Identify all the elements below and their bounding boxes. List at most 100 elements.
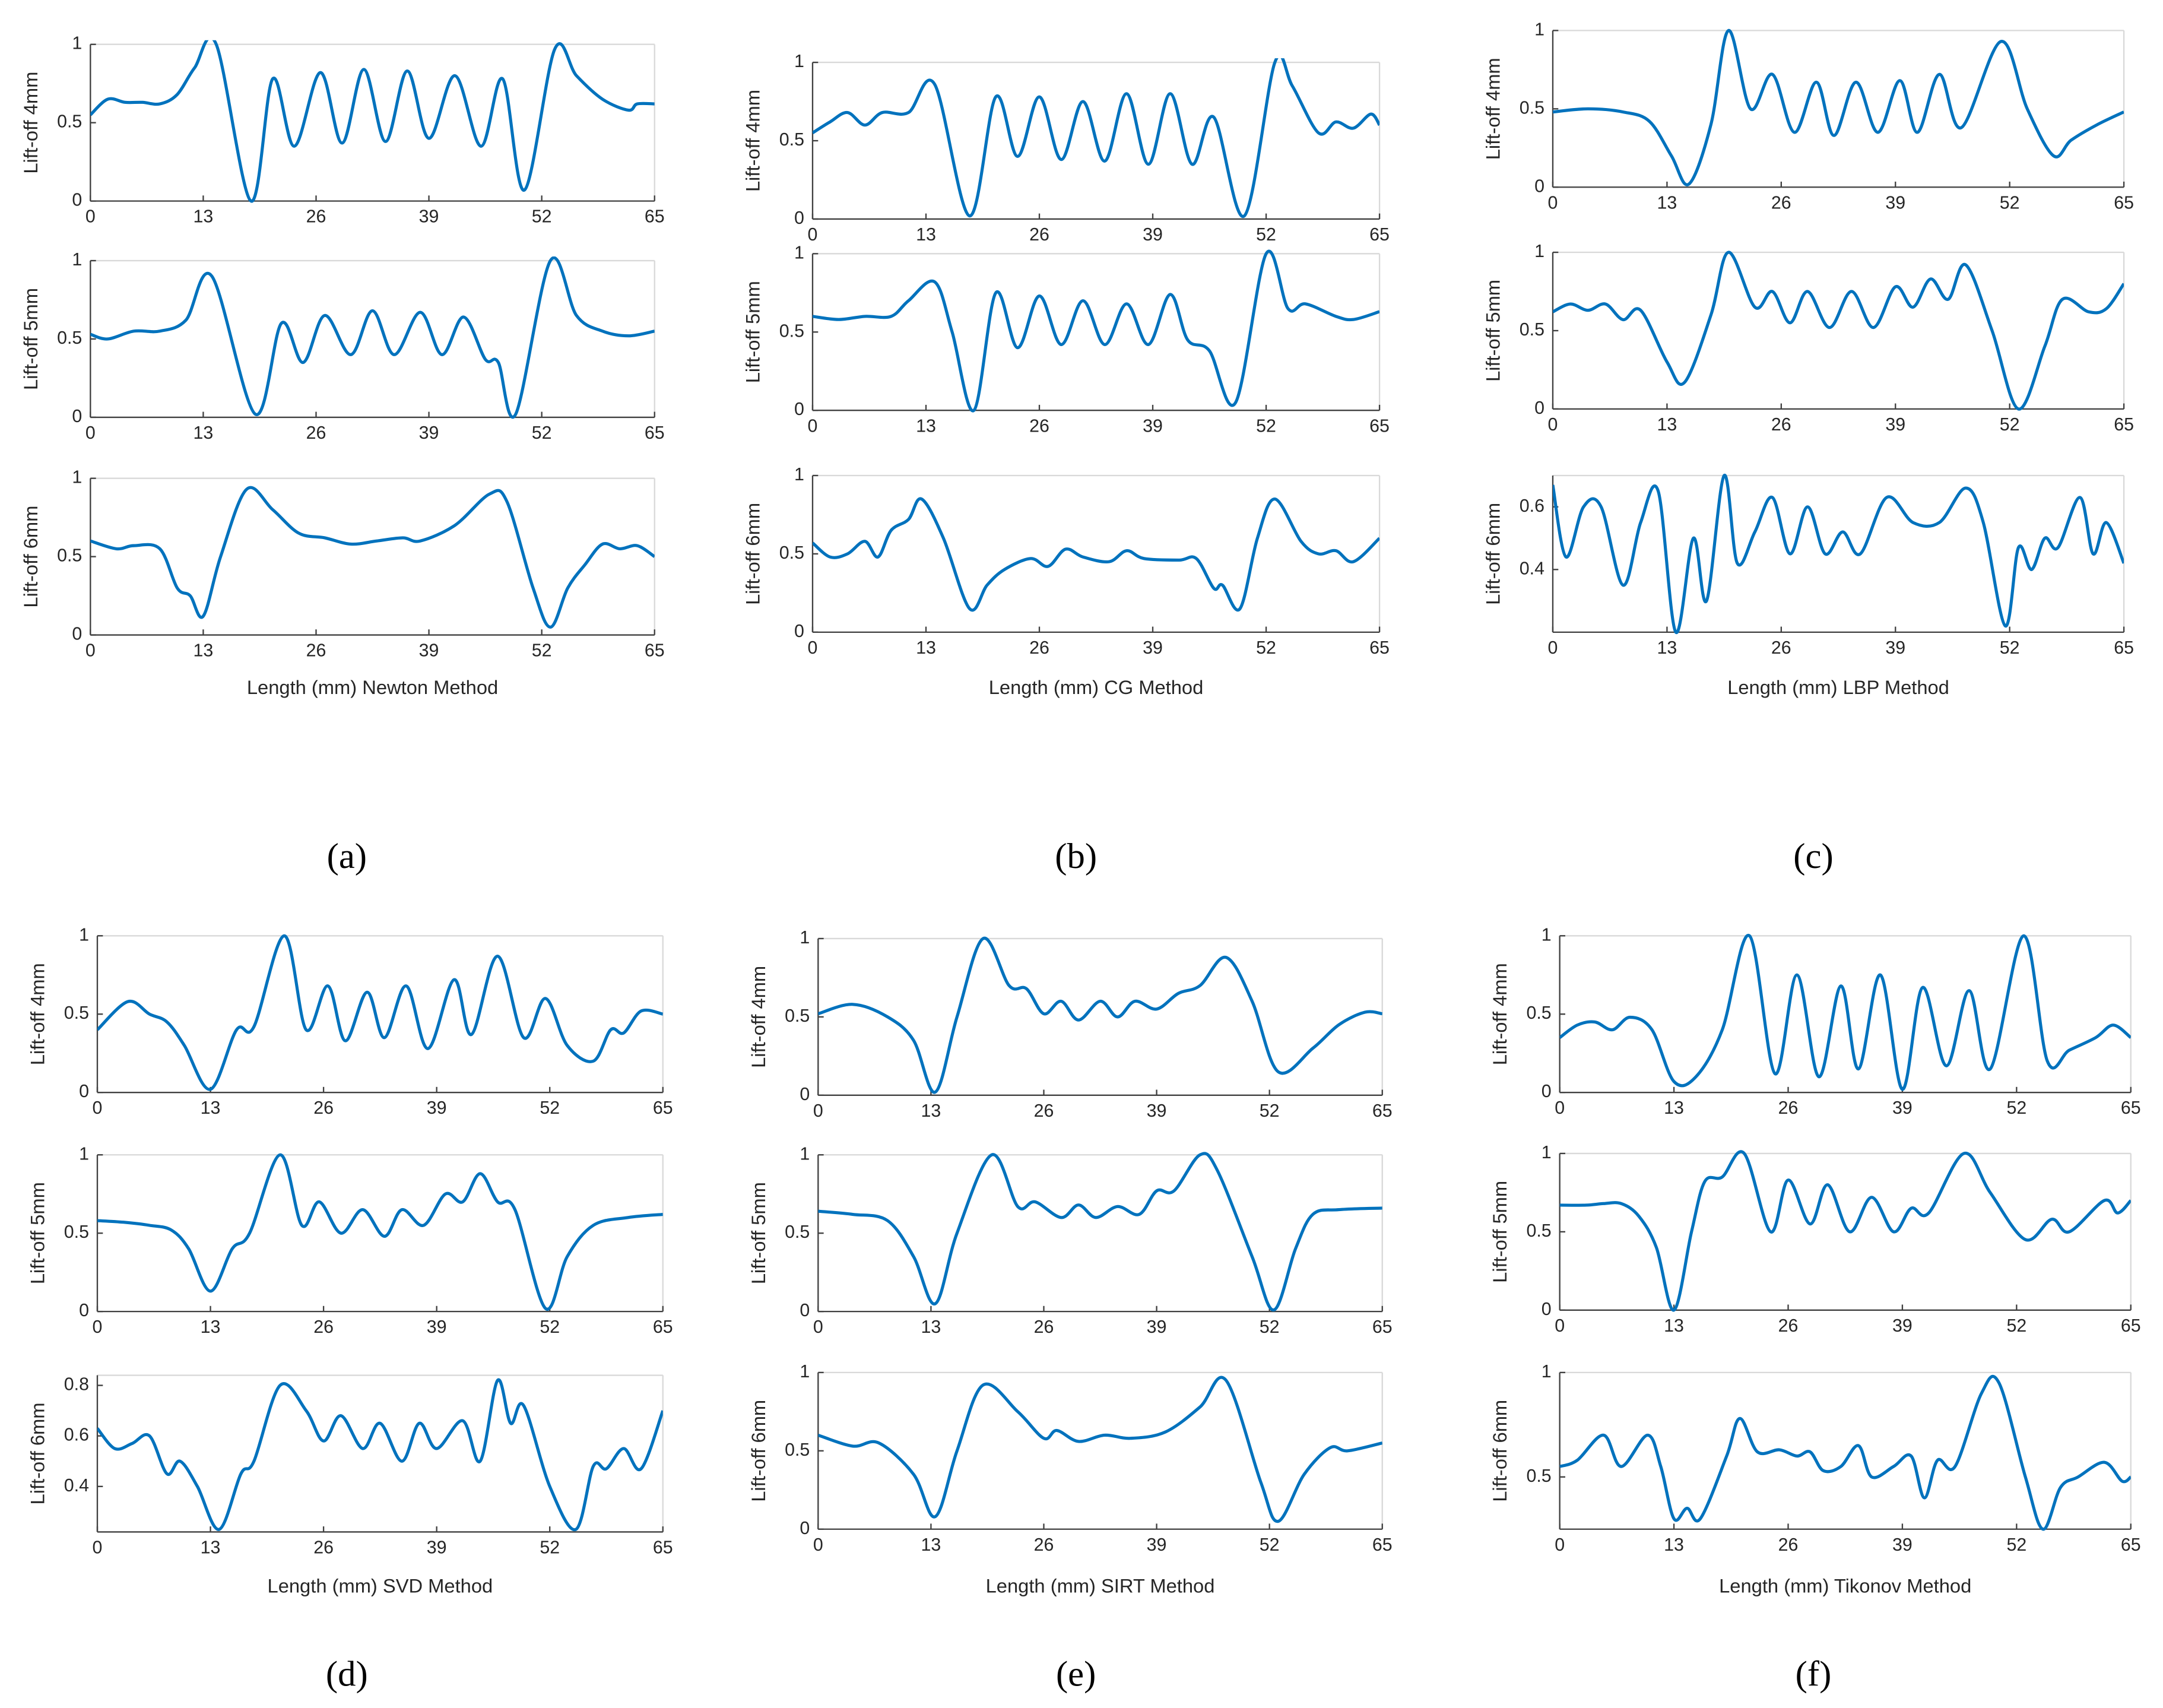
data-line bbox=[90, 256, 655, 419]
x-tick-label: 52 bbox=[532, 207, 552, 227]
x-tick-label: 0 bbox=[1555, 1535, 1565, 1555]
data-line bbox=[97, 934, 663, 1091]
x-tick-label: 65 bbox=[645, 207, 665, 227]
x-tick-label: 39 bbox=[419, 423, 439, 443]
x-tick-label: 65 bbox=[645, 641, 665, 661]
x-tick-label: 26 bbox=[313, 1317, 334, 1337]
x-tick-label: 39 bbox=[1147, 1535, 1167, 1555]
x-tick-label: 39 bbox=[419, 207, 439, 227]
x-tick-label: 39 bbox=[1885, 193, 1905, 213]
x-tick-label: 13 bbox=[1664, 1098, 1684, 1118]
y-tick-label: 0.5 bbox=[779, 321, 804, 341]
x-tick-label: 65 bbox=[653, 1538, 673, 1557]
x-tick-label: 13 bbox=[194, 641, 214, 661]
data-line bbox=[818, 936, 1382, 1094]
x-tick-label: 0 bbox=[813, 1101, 823, 1121]
y-tick-label: 0.5 bbox=[57, 112, 82, 132]
data-line bbox=[90, 486, 655, 629]
x-tick-label: 65 bbox=[1372, 1317, 1393, 1337]
y-tick-label: 1 bbox=[1542, 925, 1552, 945]
x-tick-label: 13 bbox=[921, 1535, 941, 1555]
data-line bbox=[812, 58, 1380, 218]
y-tick-label: 0 bbox=[72, 407, 82, 426]
y-axis-label: Lift-off 4mm bbox=[1482, 58, 1504, 160]
y-axis-label: Lift-off 5mm bbox=[1489, 1181, 1511, 1283]
x-tick-label: 13 bbox=[201, 1538, 221, 1557]
panel-label: (f) bbox=[1796, 1655, 1832, 1694]
x-tick-label: 39 bbox=[1892, 1098, 1913, 1118]
y-tick-label: 0.5 bbox=[1526, 1221, 1551, 1241]
y-tick-label: 0 bbox=[794, 208, 804, 228]
x-tick-label: 65 bbox=[2114, 415, 2134, 435]
x-tick-label: 39 bbox=[1885, 415, 1905, 435]
data-line bbox=[1552, 251, 2124, 411]
y-tick-label: 0.5 bbox=[1526, 1466, 1551, 1486]
y-axis-label: Lift-off 4mm bbox=[1489, 963, 1511, 1065]
y-axis-label: Lift-off 6mm bbox=[742, 503, 764, 605]
y-tick-label: 0.5 bbox=[785, 1222, 810, 1242]
x-tick-label: 13 bbox=[201, 1098, 221, 1118]
y-tick-label: 1 bbox=[794, 52, 804, 71]
x-tick-label: 65 bbox=[2121, 1316, 2141, 1336]
x-tick-label: 26 bbox=[1029, 416, 1049, 436]
x-tick-label: 26 bbox=[1771, 415, 1791, 435]
x-tick-label: 13 bbox=[916, 416, 936, 436]
x-tick-label: 39 bbox=[1143, 638, 1163, 658]
y-tick-label: 0.6 bbox=[64, 1425, 89, 1445]
y-tick-label: 1 bbox=[1534, 20, 1544, 39]
x-tick-label: 52 bbox=[2000, 638, 2020, 658]
x-tick-label: 26 bbox=[313, 1098, 334, 1118]
x-tick-label: 26 bbox=[1034, 1317, 1054, 1337]
panel-label: (a) bbox=[327, 836, 367, 876]
x-tick-label: 39 bbox=[1143, 225, 1163, 245]
panel-label: (b) bbox=[1055, 836, 1097, 876]
x-tick-label: 52 bbox=[1256, 416, 1276, 436]
y-tick-label: 0.5 bbox=[1526, 1003, 1551, 1023]
x-tick-label: 13 bbox=[921, 1101, 941, 1121]
x-axis-label: Length (mm) Tikonov Method bbox=[1719, 1574, 1971, 1596]
y-axis-label: Lift-off 4mm bbox=[747, 966, 769, 1068]
x-tick-label: 0 bbox=[1548, 638, 1558, 658]
y-axis-label: Lift-off 6mm bbox=[1482, 503, 1504, 605]
y-tick-label: 0 bbox=[72, 191, 82, 210]
x-tick-label: 26 bbox=[306, 641, 326, 661]
x-axis-label: Length (mm) SIRT Method bbox=[986, 1574, 1215, 1596]
x-tick-label: 39 bbox=[1892, 1316, 1913, 1336]
data-line bbox=[1559, 934, 2131, 1091]
y-axis-label: Lift-off 4mm bbox=[27, 963, 49, 1065]
y-tick-label: 1 bbox=[794, 243, 804, 262]
y-tick-label: 1 bbox=[800, 1362, 810, 1381]
y-tick-label: 0.5 bbox=[64, 1222, 89, 1242]
panel-label: (e) bbox=[1056, 1655, 1096, 1694]
x-tick-label: 13 bbox=[1664, 1316, 1684, 1336]
x-tick-label: 52 bbox=[532, 423, 552, 443]
x-tick-label: 0 bbox=[93, 1538, 103, 1557]
y-axis-label: Lift-off 6mm bbox=[1489, 1400, 1511, 1502]
x-axis-label: Length (mm) Newton Method bbox=[247, 676, 498, 698]
x-tick-label: 13 bbox=[1664, 1535, 1684, 1555]
y-axis-label: Lift-off 5mm bbox=[20, 288, 42, 390]
y-tick-label: 0 bbox=[1534, 176, 1544, 196]
x-tick-label: 39 bbox=[1143, 416, 1163, 436]
x-tick-label: 26 bbox=[1778, 1098, 1799, 1118]
x-tick-label: 52 bbox=[2006, 1316, 2026, 1336]
y-axis-label: Lift-off 4mm bbox=[742, 90, 764, 192]
y-tick-label: 1 bbox=[800, 1144, 810, 1164]
panel-label: (c) bbox=[1793, 836, 1833, 876]
x-tick-label: 65 bbox=[2121, 1098, 2141, 1118]
data-line bbox=[1552, 474, 2124, 634]
x-tick-label: 39 bbox=[419, 641, 439, 661]
y-tick-label: 1 bbox=[72, 468, 82, 487]
y-tick-label: 1 bbox=[800, 928, 810, 948]
x-axis-label: Length (mm) LBP Method bbox=[1727, 676, 1949, 698]
x-tick-label: 39 bbox=[1892, 1535, 1913, 1555]
x-tick-label: 39 bbox=[1885, 638, 1905, 658]
x-tick-label: 13 bbox=[194, 423, 214, 443]
x-tick-label: 65 bbox=[2114, 193, 2134, 213]
y-tick-label: 0.5 bbox=[779, 130, 804, 150]
x-tick-label: 65 bbox=[1369, 225, 1390, 245]
data-line bbox=[812, 249, 1380, 413]
data-line bbox=[97, 1378, 663, 1532]
y-tick-label: 0.5 bbox=[785, 1440, 810, 1460]
x-tick-label: 65 bbox=[1369, 416, 1390, 436]
